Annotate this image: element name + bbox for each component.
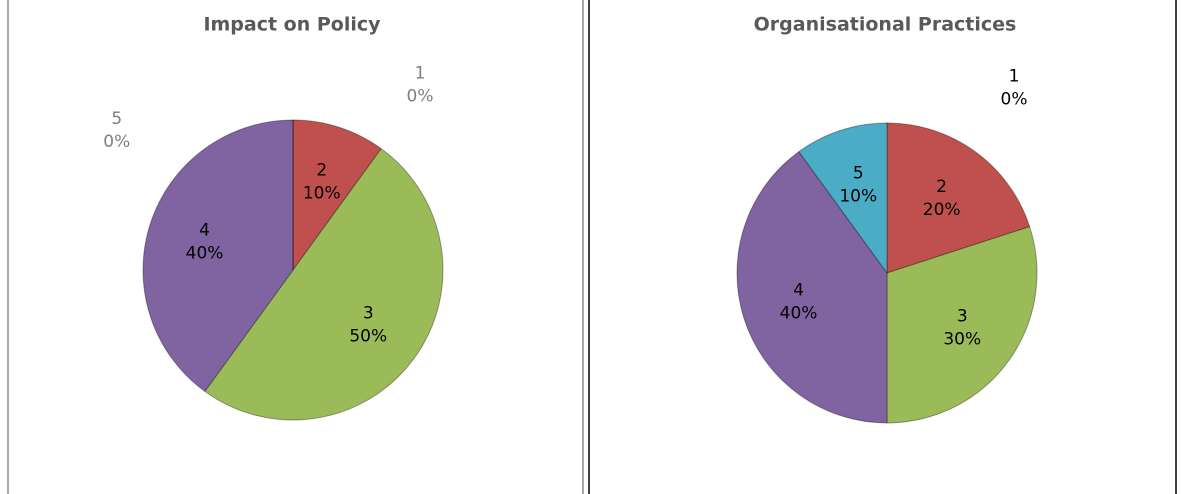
pie-slice — [142, 119, 294, 393]
slice-category-label: 3 — [957, 307, 968, 327]
slice-category-label: 5 — [111, 109, 122, 129]
slice-value-label: 40% — [186, 243, 224, 263]
slice-category-label: 4 — [793, 281, 804, 301]
pie-slice — [886, 122, 1031, 274]
slice-value-label: 10% — [839, 187, 877, 207]
slice-category-label: 1 — [415, 63, 426, 83]
pie-slice — [798, 122, 888, 275]
slice-value-label: 0% — [407, 86, 434, 106]
slice-category-label: 4 — [199, 220, 210, 240]
slice-value-label: 20% — [923, 200, 961, 220]
slice-value-label: 50% — [349, 327, 387, 347]
pie-slice — [292, 119, 382, 272]
slice-value-label: 40% — [780, 304, 818, 324]
pie-slice — [736, 150, 888, 424]
slice-category-label: 5 — [853, 164, 864, 184]
slice-value-label: 0% — [1001, 89, 1028, 109]
pie-slice — [204, 147, 444, 421]
slice-category-label: 2 — [316, 161, 327, 181]
slice-category-label: 3 — [363, 304, 374, 324]
slice-value-label: 10% — [303, 184, 341, 204]
chart-title: Impact on Policy — [203, 14, 381, 36]
slice-category-label: 2 — [936, 177, 947, 197]
slice-value-label: 0% — [103, 132, 130, 152]
slice-value-label: 30% — [943, 330, 981, 350]
chart-title: Organisational Practices — [754, 14, 1017, 36]
slice-category-label: 1 — [1009, 66, 1020, 86]
pie-slice — [886, 226, 1038, 424]
